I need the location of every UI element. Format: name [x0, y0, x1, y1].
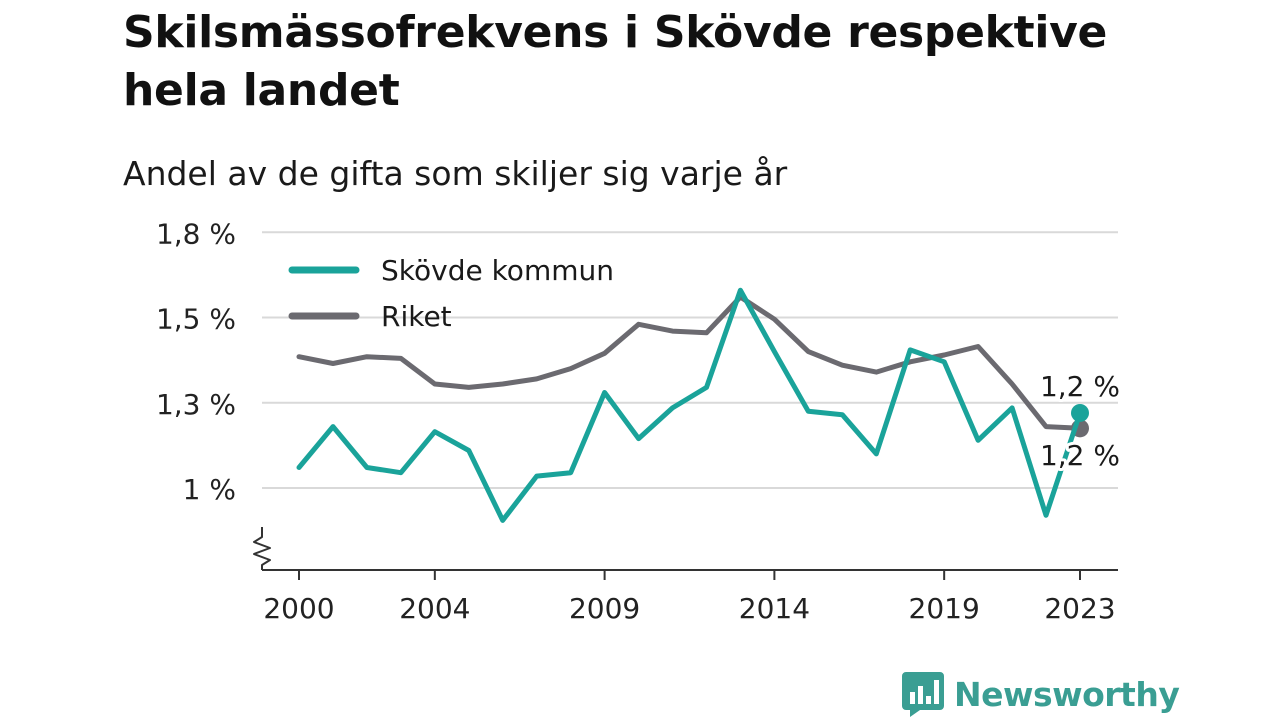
x-axis	[253, 527, 1118, 580]
legend-label-skovde: Skövde kommun	[381, 254, 614, 287]
chart-title: Skilsmässofrekvens i Skövde respektive h…	[123, 7, 1108, 116]
y-tick-label: 1 %	[183, 473, 236, 506]
y-tick-label: 1,3 %	[156, 388, 236, 421]
end-labels: 1,2 % 1,2 %	[1037, 367, 1123, 475]
x-tick-label: 2000	[263, 592, 334, 625]
series-lines	[296, 287, 1089, 523]
x-tick-label: 2004	[399, 592, 470, 625]
x-tick-label: 2019	[909, 592, 980, 625]
y-tick-label: 1,5 %	[156, 303, 236, 336]
series-line-skovde	[296, 287, 1083, 523]
y-tick-labels: 1 % 1,3 % 1,5 % 1,8 %	[156, 217, 236, 506]
series-line-riket	[296, 294, 1083, 431]
x-tick-label: 2009	[569, 592, 640, 625]
x-tick-labels: 2000 2004 2009 2014 2019 2023	[263, 592, 1115, 625]
newsworthy-logo-text: Newsworthy	[954, 674, 1180, 714]
end-point-skovde	[1071, 403, 1089, 422]
newsworthy-logo: Newsworthy	[902, 670, 1180, 718]
newsworthy-logo-icon	[902, 672, 944, 717]
axis-break-icon	[253, 527, 271, 570]
legend: Skövde kommun Riket	[288, 254, 614, 333]
end-label-skovde: 1,2 %	[1040, 370, 1120, 403]
x-tick-label: 2014	[739, 592, 810, 625]
end-label-riket: 1,2 %	[1040, 439, 1120, 472]
y-tick-label: 1,8 %	[156, 217, 236, 250]
grid-lines	[262, 231, 1118, 489]
chart-subtitle: Andel av de gifta som skiljer sig varje …	[123, 154, 788, 193]
x-tick-label: 2023	[1044, 592, 1115, 625]
legend-label-riket: Riket	[381, 300, 452, 333]
